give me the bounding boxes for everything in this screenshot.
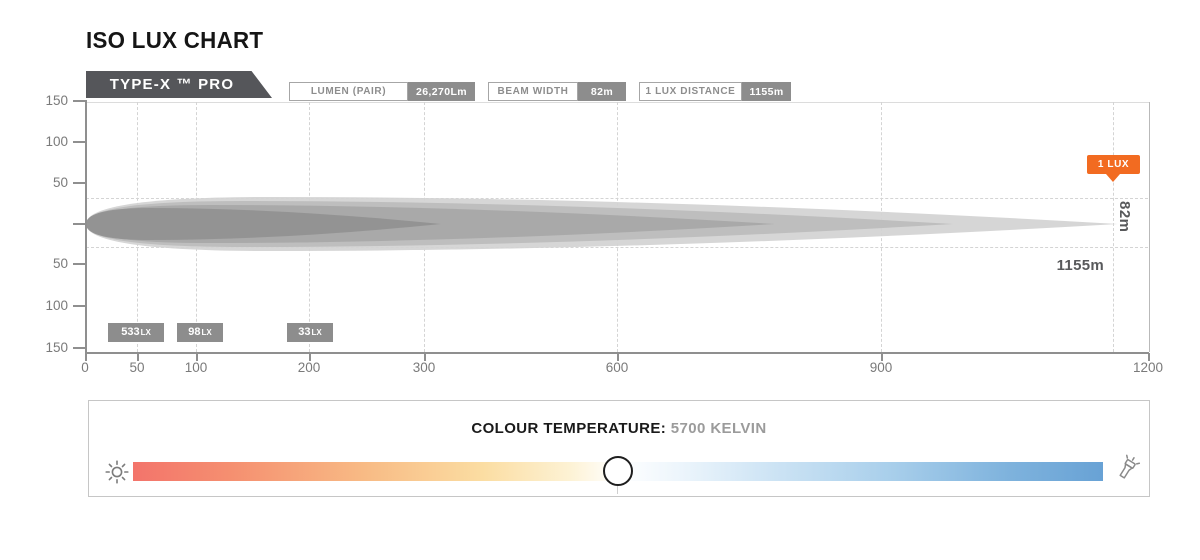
y-tick — [73, 141, 86, 143]
y-label-150-bottom: 150 — [45, 340, 68, 355]
one-lux-badge: 1 LUX — [1087, 155, 1140, 174]
colour-temperature-title: COLOUR TEMPERATURE: 5700 KELVIN — [88, 420, 1150, 437]
distance-callout: 1155m — [1056, 257, 1104, 274]
x-label-50: 50 — [129, 360, 145, 375]
lux-value: 98 — [188, 326, 201, 338]
y-axis — [85, 100, 87, 352]
y-label-100-top: 100 — [45, 134, 68, 149]
y-tick — [73, 263, 86, 265]
x-label-1200: 1200 — [1132, 360, 1164, 375]
x-label-600: 600 — [605, 360, 629, 375]
x-label-0: 0 — [81, 360, 89, 375]
spec-beam-width-label: BEAM WIDTH — [488, 82, 578, 101]
flashlight-icon — [1119, 454, 1141, 479]
one-lux-pointer-icon — [1106, 174, 1120, 182]
x-tick — [617, 353, 619, 361]
y-label-150-top: 150 — [45, 93, 68, 108]
lux-unit: LX — [311, 328, 322, 337]
x-tick — [196, 353, 198, 361]
x-tick — [881, 353, 883, 361]
y-tick — [73, 347, 86, 349]
lux-marker-533: 533 LX — [108, 323, 164, 342]
sun-icon — [105, 460, 129, 484]
lux-value: 33 — [298, 326, 311, 338]
x-tick — [424, 353, 426, 361]
spec-lux-distance-value: 1155m — [742, 82, 791, 101]
y-label-50-top: 50 — [52, 175, 68, 190]
spec-lux-distance-label: 1 LUX DISTANCE — [639, 82, 742, 101]
gridline-beam-bottom — [86, 247, 1148, 248]
x-label-300: 300 — [412, 360, 436, 375]
colour-temperature-value: 5700 KELVIN — [670, 420, 767, 437]
chart-right-border — [1149, 102, 1150, 352]
temperature-slider-handle[interactable] — [603, 456, 633, 486]
x-label-900: 900 — [869, 360, 893, 375]
y-tick — [73, 223, 86, 225]
gridline-beam-top — [86, 198, 1148, 199]
product-badge: TYPE-X ™ PRO — [86, 71, 272, 98]
x-tick — [137, 353, 139, 361]
spec-row: LUMEN (PAIR) 26,270Lm BEAM WIDTH 82m 1 L… — [289, 82, 791, 101]
y-label-50-bottom: 50 — [52, 256, 68, 271]
y-tick — [73, 305, 86, 307]
spec-lumen-value: 26,270Lm — [408, 82, 475, 101]
spec-lumen: LUMEN (PAIR) 26,270Lm — [289, 82, 475, 101]
spec-beam-width-value: 82m — [578, 82, 626, 101]
lux-marker-98: 98 LX — [177, 323, 223, 342]
x-label-200: 200 — [297, 360, 321, 375]
x-tick — [1148, 353, 1150, 361]
lux-marker-33: 33 LX — [287, 323, 333, 342]
beam-width-callout: 82m — [1116, 201, 1133, 233]
spec-lux-distance: 1 LUX DISTANCE 1155m — [639, 82, 791, 101]
x-label-100: 100 — [184, 360, 208, 375]
y-tick — [73, 182, 86, 184]
temperature-handle-stem — [617, 486, 618, 494]
beam-layer-core — [86, 208, 441, 240]
y-label-100-bottom: 100 — [45, 298, 68, 313]
lux-value: 533 — [121, 326, 140, 338]
gridline-x-1lux — [1113, 102, 1114, 352]
lux-unit: LX — [140, 328, 151, 337]
x-tick — [85, 353, 87, 361]
spec-lumen-label: LUMEN (PAIR) — [289, 82, 408, 101]
lux-unit: LX — [201, 328, 212, 337]
spec-beam-width: BEAM WIDTH 82m — [488, 82, 626, 101]
y-tick — [73, 100, 86, 102]
colour-temperature-label: COLOUR TEMPERATURE: — [471, 420, 667, 437]
x-tick — [309, 353, 311, 361]
page-title: ISO LUX CHART — [86, 27, 264, 53]
